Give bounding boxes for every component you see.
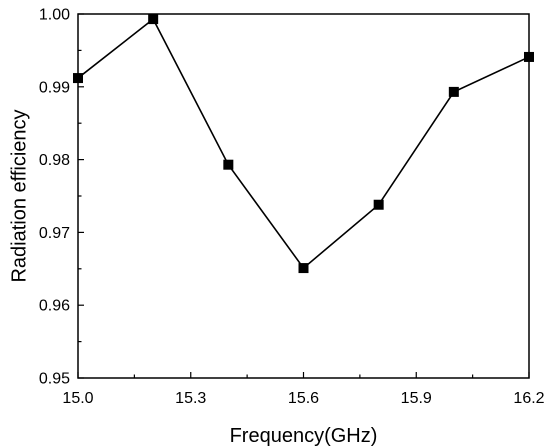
data-point-marker (148, 14, 159, 25)
plot-area (77, 13, 530, 379)
data-point-marker (223, 159, 234, 170)
y-tick-label: 0.99 (39, 79, 70, 96)
data-point-marker (524, 51, 534, 62)
data-series (73, 14, 534, 274)
data-point-marker (298, 263, 309, 274)
data-point-marker (373, 199, 384, 210)
y-axis-label: Radiation efficiency (8, 109, 30, 282)
y-tick-label: 0.98 (39, 152, 70, 169)
y-tick-label: 0.96 (39, 298, 70, 315)
y-tick-label: 0.97 (39, 225, 70, 242)
x-tick-label: 15.0 (62, 390, 93, 407)
tick-labels: 15.0 15.3 15.6 15.9 16.2 0.95 0.96 0.97 0.98 0.99… (39, 7, 545, 408)
data-point-marker (73, 73, 83, 84)
x-tick-label: 15.9 (401, 390, 432, 407)
plot-border (77, 13, 530, 379)
x-axis-label: Frequency(GHz) (230, 425, 378, 447)
series-line (77, 17, 530, 270)
x-tick-label: 16.2 (513, 390, 544, 407)
y-tick-label: 1.00 (39, 7, 70, 24)
x-tick-label: 15.3 (175, 390, 206, 407)
axis-ticks (77, 13, 530, 379)
x-tick-label: 15.6 (288, 390, 319, 407)
y-tick-label: 0.95 (39, 371, 70, 388)
data-point-marker (448, 86, 459, 97)
